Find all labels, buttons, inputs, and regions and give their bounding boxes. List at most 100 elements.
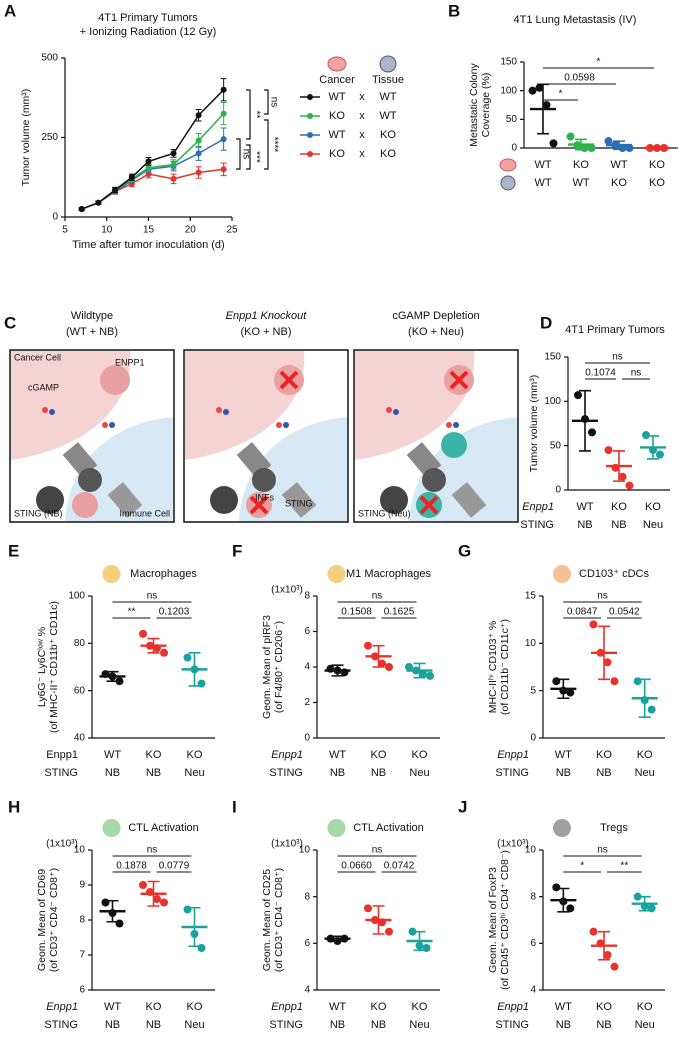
significance-label: ns [372, 845, 383, 856]
data-point [552, 883, 561, 892]
category-label: WT [104, 1001, 121, 1013]
category-label: KO [611, 177, 627, 189]
legend-separator: x [359, 91, 365, 103]
data-point [574, 391, 582, 400]
data-point [618, 144, 627, 152]
diagram-label: STING (Neu) [358, 508, 411, 518]
y-tick-label: 8 [79, 915, 85, 926]
data-point [566, 132, 575, 141]
data-point [566, 688, 575, 697]
category-label: WT [555, 749, 572, 761]
panel-letter: C [4, 313, 16, 332]
data-point [195, 112, 202, 119]
data-point [611, 463, 620, 472]
row-label: Enpp1 [46, 1001, 78, 1013]
data-point [170, 175, 177, 182]
significance-label: *** [250, 151, 261, 163]
data-point [559, 686, 568, 695]
y-axis-label: Geom. Mean of CD69 [36, 869, 48, 971]
data-point [371, 916, 379, 924]
cancer-icon [327, 56, 347, 72]
sting [210, 486, 238, 514]
data-point [587, 144, 596, 152]
data-point [378, 659, 386, 668]
data-point [190, 930, 199, 938]
row-label: STING [269, 1019, 303, 1031]
significance-label: 0.0542 [609, 607, 640, 618]
data-point [364, 904, 372, 913]
row-label: Enpp1 [271, 749, 303, 761]
data-point [559, 897, 568, 906]
panel-letter: G [458, 541, 471, 560]
y-tick-label: 60 [74, 685, 86, 696]
data-point [160, 648, 168, 657]
data-point [385, 927, 393, 936]
data-point [618, 472, 627, 481]
y-axis-label: (of CD3⁺ CD4⁻ CD8⁺) [273, 868, 285, 972]
column-subtitle: (KO + Neu) [408, 326, 464, 338]
data-point [170, 150, 177, 157]
data-point [647, 705, 656, 714]
enzyme [72, 492, 98, 518]
chart-title: Tregs [600, 822, 628, 834]
cell-icon [553, 819, 571, 837]
significance-label: ns [240, 149, 251, 160]
data-point [633, 677, 642, 686]
significance-label: ns [372, 591, 383, 602]
panel-letter: J [458, 797, 467, 816]
cgamp-dot [49, 409, 55, 415]
data-point [588, 428, 596, 437]
category-label: Neu [184, 1019, 204, 1031]
data-point [128, 174, 135, 181]
significance-label: 0.1074 [585, 368, 616, 379]
data-point [195, 150, 202, 157]
data-point [549, 139, 558, 148]
data-point [108, 909, 117, 917]
data-point [552, 677, 561, 686]
category-label: NB [556, 1019, 571, 1031]
significance-label: ns [597, 845, 608, 856]
y-axis-label: Tumor volume (mm³) [528, 375, 540, 473]
enzyme [441, 432, 467, 458]
data-point [610, 677, 619, 686]
y-tick-label: 100 [544, 396, 561, 407]
legend-header: Cancer [319, 74, 355, 86]
y-tick-label: 0 [530, 733, 536, 744]
data-point [197, 679, 206, 688]
data-point [333, 937, 342, 945]
y-tick-label: 80 [74, 638, 86, 649]
category-label: Neu [409, 1019, 429, 1031]
x-tick-label: 10 [101, 225, 113, 236]
y-tick-label: 10 [299, 845, 311, 856]
data-point [183, 653, 192, 662]
category-label: WT [576, 501, 593, 513]
category-label: NB [596, 767, 611, 779]
row-label: Enpp1 [522, 501, 554, 513]
data-point [604, 137, 613, 146]
y-tick-label: 8 [304, 591, 310, 602]
row-label: STING [495, 1019, 529, 1031]
y-tick-label: 8 [304, 891, 310, 902]
data-point [108, 672, 117, 681]
significance-label: ** [250, 111, 261, 119]
data-point [145, 164, 152, 171]
panel-letter: B [448, 1, 460, 20]
unit-label: (1x10³) [46, 839, 78, 850]
significance-label: ns [268, 97, 279, 108]
significance-label: * [559, 89, 563, 100]
row-label: STING [495, 767, 529, 779]
category-label: NB [105, 767, 120, 779]
data-point [642, 431, 650, 440]
y-tick-label: 15 [525, 591, 537, 602]
data-point [112, 186, 119, 193]
category-label: WT [534, 159, 551, 171]
data-point [220, 86, 227, 93]
y-tick-label: 2 [304, 697, 310, 708]
data-point [340, 668, 349, 677]
diagram-label: Cancer Cell [14, 352, 61, 362]
category-label: NB [371, 1019, 386, 1031]
chart-title: Macrophages [130, 568, 197, 580]
channel [107, 482, 143, 518]
data-point [596, 648, 605, 657]
category-label: NB [330, 767, 345, 779]
